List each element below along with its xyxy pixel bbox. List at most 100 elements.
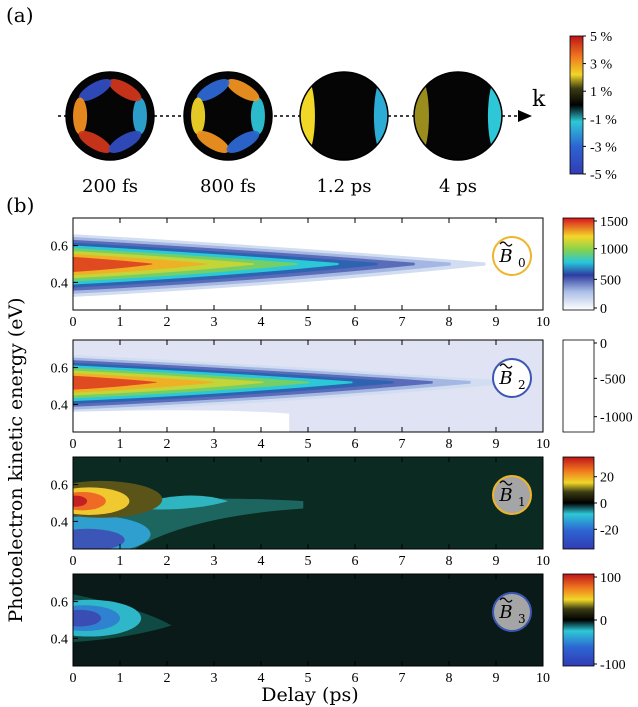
x-tick-label: 4 bbox=[258, 315, 265, 330]
colorbar-tick-label: 0 bbox=[600, 302, 607, 317]
badge-subscript: 2 bbox=[518, 378, 526, 392]
x-tick-label: 8 bbox=[446, 554, 453, 569]
x-tick-label: 9 bbox=[493, 315, 500, 330]
angular-map-2: 1.2 ps bbox=[299, 71, 389, 197]
angular-map-disk bbox=[300, 72, 388, 160]
x-tick-label: 3 bbox=[211, 315, 218, 330]
badge-tilde bbox=[499, 363, 513, 369]
contour-white-region bbox=[73, 410, 290, 432]
badge-circle bbox=[492, 475, 532, 515]
colorbar-tick-label: 1000 bbox=[600, 243, 628, 258]
x-tick-label: 2 bbox=[164, 554, 171, 569]
x-tick-label: 9 bbox=[493, 554, 500, 569]
lobe bbox=[191, 97, 206, 135]
x-tick-label: 5 bbox=[305, 554, 312, 569]
x-tick-label: 8 bbox=[446, 315, 453, 330]
y-tick-label: 0.6 bbox=[51, 362, 69, 377]
panel-contours bbox=[73, 480, 304, 549]
lobe bbox=[78, 130, 112, 153]
x-tick-label: 4 bbox=[258, 437, 265, 452]
colorbar-tick-label: -1000 bbox=[600, 411, 633, 426]
badge-subscript: 3 bbox=[518, 612, 526, 626]
y-tick-label: 0.4 bbox=[51, 632, 69, 647]
colorbar-tick-label: 0 bbox=[600, 497, 607, 512]
x-tick-label: 0 bbox=[70, 437, 77, 452]
y-tick-label: 0.4 bbox=[51, 515, 69, 530]
x-tick-label: 10 bbox=[536, 315, 550, 330]
x-tick-label: 1 bbox=[117, 671, 124, 686]
snapshot-label: 4 ps bbox=[439, 176, 477, 197]
x-tick-label: 7 bbox=[399, 671, 406, 686]
angular-maps: k 200 fs 800 fs 1.2 ps 4 ps bbox=[58, 71, 546, 197]
angular-map-rim bbox=[183, 71, 273, 161]
colorbar-tick-label: 1500 bbox=[600, 215, 628, 230]
y-tick-label: 0.6 bbox=[51, 479, 69, 494]
badge-symbol: B bbox=[498, 246, 512, 267]
badge-tilde bbox=[499, 241, 513, 247]
colorbar-tick-label: -20 bbox=[600, 523, 619, 538]
badge-circle bbox=[492, 592, 532, 632]
badge-subscript: 0 bbox=[518, 256, 526, 270]
lobe bbox=[108, 130, 142, 153]
badge-subscript: 1 bbox=[518, 495, 526, 509]
x-tick-label: 8 bbox=[446, 437, 453, 452]
x-tick-label: 7 bbox=[399, 315, 406, 330]
colorbar-scale bbox=[562, 217, 595, 311]
contour-level bbox=[73, 375, 157, 390]
contour-red bbox=[73, 495, 88, 507]
panel-contours bbox=[73, 234, 486, 297]
x-tick-label: 1 bbox=[117, 554, 124, 569]
colorbar-a-tick: 1 % bbox=[590, 85, 613, 100]
badge-symbol: B bbox=[498, 602, 512, 623]
panel-b-label: (b) bbox=[6, 193, 34, 217]
badge-symbol: B bbox=[498, 368, 512, 389]
x-tick-label: 5 bbox=[305, 437, 312, 452]
x-tick-label: 10 bbox=[536, 671, 550, 686]
contour-level bbox=[73, 256, 153, 272]
x-axis-label: Delay (ps) bbox=[261, 684, 358, 706]
x-tick-label: 0 bbox=[70, 554, 77, 569]
k-axis-arrow bbox=[518, 110, 532, 122]
lobe bbox=[78, 79, 112, 102]
snapshot-label: 800 fs bbox=[200, 176, 256, 197]
colorbar-a-tick: -3 % bbox=[590, 140, 617, 155]
angular-map-rim bbox=[299, 71, 389, 161]
panel-contours bbox=[73, 594, 172, 643]
angular-map-rim bbox=[413, 71, 503, 161]
badge-tilde bbox=[499, 597, 513, 603]
colorbar-tick-label: 0 bbox=[600, 337, 607, 352]
x-tick-label: 2 bbox=[164, 437, 171, 452]
x-tick-label: 1 bbox=[117, 315, 124, 330]
x-tick-label: 5 bbox=[305, 671, 312, 686]
x-tick-label: 1 bbox=[117, 437, 124, 452]
colorbar-scale bbox=[562, 339, 595, 433]
panel-a-label: (a) bbox=[6, 3, 34, 27]
panel-B2: 0 1 2 3 4 5 6 7 8 9 100.40.6 B 20-500-1000 bbox=[51, 337, 633, 452]
angular-map-1: 800 fs bbox=[183, 71, 273, 197]
x-tick-label: 6 bbox=[352, 671, 359, 686]
colorbar-a-scale bbox=[569, 35, 584, 175]
y-tick-label: 0.6 bbox=[51, 240, 69, 255]
colorbar-a: 5 % 3 % 1 % -1 % -3 % -5 % bbox=[569, 30, 617, 183]
lobe bbox=[196, 79, 230, 102]
x-tick-label: 9 bbox=[493, 671, 500, 686]
x-tick-label: 8 bbox=[446, 671, 453, 686]
colorbar-a-tick: -5 % bbox=[590, 168, 617, 183]
colorbar-a-tick: 3 % bbox=[590, 58, 613, 73]
colorbar-a-tick: -1 % bbox=[590, 113, 617, 128]
angular-map-disk bbox=[414, 72, 502, 160]
badge-circle bbox=[492, 358, 532, 398]
lobe bbox=[108, 79, 142, 102]
x-tick-label: 10 bbox=[536, 554, 550, 569]
k-axis-label: k bbox=[532, 87, 546, 112]
x-tick-label: 2 bbox=[164, 315, 171, 330]
colorbar-tick-label: -500 bbox=[600, 372, 626, 387]
y-tick-label: 0.4 bbox=[51, 276, 69, 291]
angular-map-rim bbox=[65, 71, 155, 161]
contour-darkblue bbox=[73, 528, 125, 549]
badge-symbol: B bbox=[498, 485, 512, 506]
x-tick-label: 5 bbox=[305, 315, 312, 330]
